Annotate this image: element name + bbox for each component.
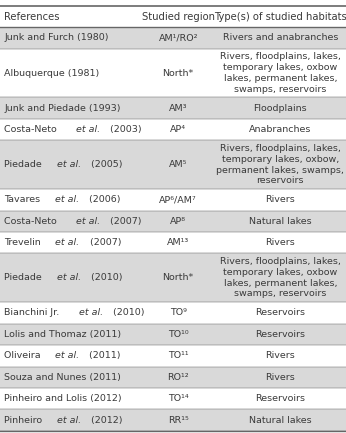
- Text: et al.: et al.: [57, 273, 81, 282]
- Bar: [0, 119, 346, 140]
- Text: Lolis and Thomaz (2011): Lolis and Thomaz (2011): [4, 330, 121, 339]
- Text: Bianchini Jr.: Bianchini Jr.: [4, 308, 62, 317]
- Text: Rivers, floodplains, lakes,
temporary lakes, oxbow,
permanent lakes, swamps,
res: Rivers, floodplains, lakes, temporary la…: [216, 144, 344, 185]
- Text: et al.: et al.: [55, 238, 80, 247]
- Bar: [0, 323, 346, 345]
- Text: Oliveira: Oliveira: [4, 351, 44, 360]
- Bar: [0, 302, 346, 323]
- Text: Rivers, floodplains, lakes,
temporary lakes, oxbow
lakes, permanent lakes,
swamp: Rivers, floodplains, lakes, temporary la…: [220, 52, 341, 94]
- Text: TO⁹: TO⁹: [170, 308, 186, 317]
- Text: Studied region: Studied region: [142, 12, 215, 22]
- Text: Albuquerque (1981): Albuquerque (1981): [4, 68, 99, 78]
- Text: et al.: et al.: [55, 195, 79, 204]
- Bar: [0, 27, 346, 49]
- Text: Piedade: Piedade: [4, 160, 45, 169]
- Text: et al.: et al.: [57, 160, 81, 169]
- Bar: [0, 232, 346, 253]
- Text: et al.: et al.: [57, 416, 81, 425]
- Text: TO¹¹: TO¹¹: [168, 351, 189, 360]
- Text: RO¹²: RO¹²: [167, 373, 189, 382]
- Text: Rivers: Rivers: [265, 195, 295, 204]
- Text: Reservoirs: Reservoirs: [255, 394, 305, 403]
- Text: (2007): (2007): [86, 238, 121, 247]
- Text: Reservoirs: Reservoirs: [255, 308, 305, 317]
- Text: et al.: et al.: [79, 308, 103, 317]
- Text: Junk and Furch (1980): Junk and Furch (1980): [4, 33, 109, 42]
- Bar: [0, 97, 346, 119]
- Text: (2010): (2010): [110, 308, 145, 317]
- Text: (2006): (2006): [86, 195, 120, 204]
- Bar: [0, 366, 346, 388]
- Text: Pinheiro: Pinheiro: [4, 416, 45, 425]
- Text: (2011): (2011): [86, 351, 121, 360]
- Text: AP⁸: AP⁸: [170, 217, 186, 226]
- Text: Rivers: Rivers: [265, 238, 295, 247]
- Text: Junk and Piedade (1993): Junk and Piedade (1993): [4, 104, 121, 113]
- Text: North*: North*: [163, 273, 194, 282]
- Bar: [0, 253, 346, 302]
- Text: Rivers: Rivers: [265, 351, 295, 360]
- Text: AM⁵: AM⁵: [169, 160, 188, 169]
- Text: Type(s) of studied habitats: Type(s) of studied habitats: [214, 12, 346, 22]
- Text: AM³: AM³: [169, 104, 188, 113]
- Text: Tavares: Tavares: [4, 195, 43, 204]
- Text: et al.: et al.: [76, 125, 100, 134]
- Text: (2012): (2012): [88, 416, 123, 425]
- Text: AM¹³: AM¹³: [167, 238, 189, 247]
- Text: et al.: et al.: [76, 217, 100, 226]
- Text: Anabranches: Anabranches: [249, 125, 311, 134]
- Text: AP⁶/AM⁷: AP⁶/AM⁷: [160, 195, 197, 204]
- Bar: [0, 49, 346, 97]
- Text: Trevelin: Trevelin: [4, 238, 44, 247]
- Text: TO¹⁰: TO¹⁰: [168, 330, 189, 339]
- Text: North*: North*: [163, 68, 194, 78]
- Text: RR¹⁵: RR¹⁵: [168, 416, 189, 425]
- Text: Natural lakes: Natural lakes: [249, 416, 311, 425]
- Bar: [0, 140, 346, 189]
- Text: Floodplains: Floodplains: [254, 104, 307, 113]
- Text: Natural lakes: Natural lakes: [249, 217, 311, 226]
- Text: (2005): (2005): [88, 160, 122, 169]
- Text: Piedade: Piedade: [4, 273, 45, 282]
- Bar: [0, 210, 346, 232]
- Text: Rivers, floodplains, lakes,
temporary lakes, oxbow
lakes, permanent lakes,
swamp: Rivers, floodplains, lakes, temporary la…: [220, 257, 341, 298]
- Text: AM¹/RO²: AM¹/RO²: [158, 33, 198, 42]
- Text: TO¹⁴: TO¹⁴: [168, 394, 189, 403]
- Text: Reservoirs: Reservoirs: [255, 330, 305, 339]
- Text: Costa-Neto: Costa-Neto: [4, 217, 60, 226]
- Bar: [0, 189, 346, 210]
- Bar: [0, 409, 346, 431]
- Text: (2003): (2003): [107, 125, 142, 134]
- Text: Souza and Nunes (2011): Souza and Nunes (2011): [4, 373, 121, 382]
- Bar: [0, 345, 346, 366]
- Text: Rivers and anabranches: Rivers and anabranches: [222, 33, 338, 42]
- Text: et al.: et al.: [55, 351, 79, 360]
- Text: Pinheiro and Lolis (2012): Pinheiro and Lolis (2012): [4, 394, 122, 403]
- Bar: [0, 388, 346, 409]
- Text: Rivers: Rivers: [265, 373, 295, 382]
- Text: (2010): (2010): [88, 273, 122, 282]
- Text: Costa-Neto: Costa-Neto: [4, 125, 60, 134]
- Text: AP⁴: AP⁴: [170, 125, 186, 134]
- Text: References: References: [4, 12, 60, 22]
- Text: (2007): (2007): [107, 217, 142, 226]
